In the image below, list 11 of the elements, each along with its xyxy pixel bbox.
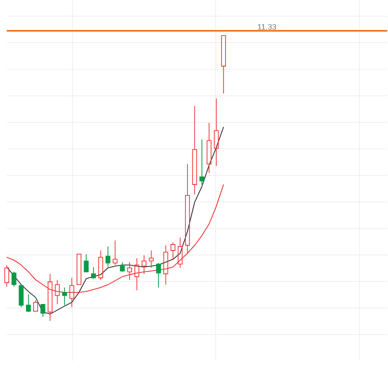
candlestick — [214, 98, 219, 166]
candlestick — [62, 287, 67, 306]
candlestick — [48, 274, 53, 322]
candlestick — [170, 242, 176, 261]
candlestick — [206, 122, 212, 174]
candlestick — [142, 254, 146, 274]
candlestick — [105, 246, 110, 268]
candlestick — [127, 262, 132, 280]
candlestick — [192, 106, 198, 196]
candlestick — [199, 139, 204, 186]
candlestick — [185, 164, 190, 254]
